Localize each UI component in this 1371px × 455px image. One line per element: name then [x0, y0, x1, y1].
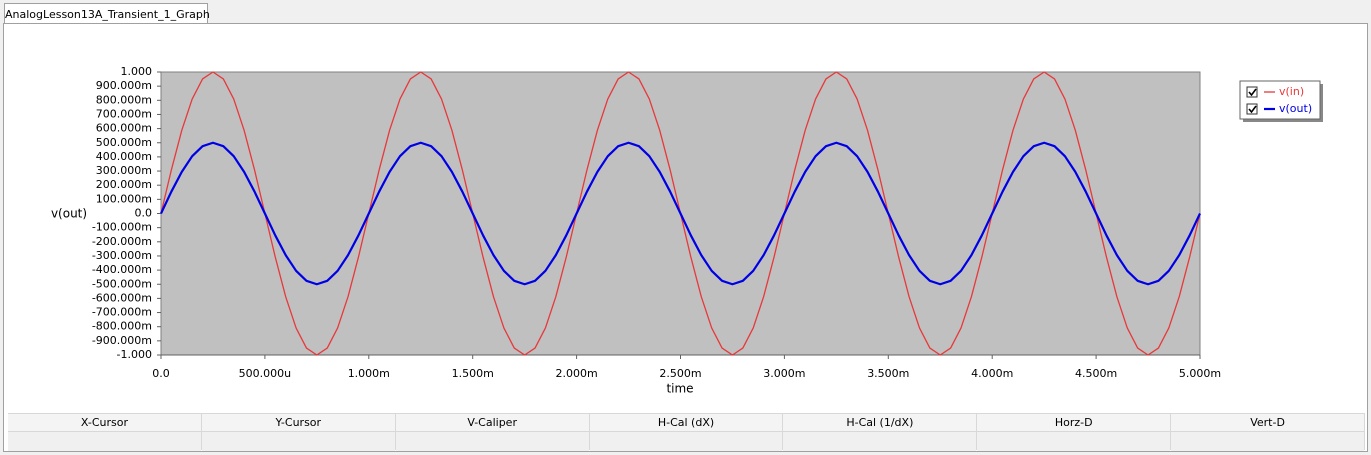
y-tick-label: -700.000m [92, 306, 152, 319]
status-column: Y-Cursor [201, 413, 396, 451]
y-tick-label: -300.000m [92, 249, 152, 262]
column-header[interactable]: Horz-D [977, 413, 1171, 432]
series-line [160, 141, 1201, 286]
status-column: Vert-D [1171, 413, 1366, 451]
y-tick-label: 700.000m [96, 107, 152, 120]
column-cell [395, 432, 589, 451]
column-cell [977, 432, 1171, 451]
x-tick-label: 2.000m [555, 367, 597, 380]
status-column: Horz-D [977, 413, 1172, 451]
y-tick-label: 600.000m [96, 122, 152, 135]
legend-label: v(in) [1279, 85, 1304, 98]
x-tick-label: 5.000m [1179, 367, 1221, 380]
column-cell [589, 432, 783, 451]
y-tick-label: -100.000m [92, 221, 152, 234]
y-tick-label: -200.000m [92, 235, 152, 248]
y-tick-label: -900.000m [92, 334, 152, 347]
column-header[interactable]: H-Cal (dX) [589, 413, 783, 432]
y-axis-label: v(out) [51, 207, 87, 221]
x-tick-label: 0.0 [152, 367, 170, 380]
status-column: H-Cal (1/dX) [783, 413, 978, 451]
legend-checkbox[interactable] [1246, 103, 1258, 115]
y-tick-label: -800.000m [92, 320, 152, 333]
y-tick-label: 100.000m [96, 192, 152, 205]
y-tick-label: -500.000m [92, 277, 152, 290]
x-tick-label: 4.000m [971, 367, 1013, 380]
legend-checkbox[interactable] [1246, 86, 1258, 98]
y-tick-label: 400.000m [96, 150, 152, 163]
column-cell [8, 432, 201, 451]
x-tick-label: 3.000m [763, 367, 805, 380]
x-tick-label: 2.500m [659, 367, 701, 380]
legend-label: v(out) [1279, 102, 1312, 115]
y-tick-label: -1.000 [117, 348, 152, 361]
checkbox-check [1248, 105, 1257, 114]
x-tick-label: 3.500m [867, 367, 909, 380]
checkbox-box [1246, 86, 1258, 98]
y-tick-label: -600.000m [92, 291, 152, 304]
y-tick-label: 300.000m [96, 164, 152, 177]
x-tick-label: 4.500m [1075, 367, 1117, 380]
y-tick-label: 500.000m [96, 136, 152, 149]
column-header[interactable]: X-Cursor [8, 413, 201, 432]
legend: v(in) v(out) [1239, 80, 1323, 122]
y-tick-label: 1.000 [121, 65, 153, 78]
x-axis-label: time [666, 382, 693, 396]
x-tick-label: 1.500m [452, 367, 494, 380]
column-header[interactable]: H-Cal (1/dX) [783, 413, 977, 432]
y-tick-label: 900.000m [96, 79, 152, 92]
y-tick-label: -400.000m [92, 263, 152, 276]
x-tick-label: 1.000m [348, 367, 390, 380]
y-tick-label: 200.000m [96, 178, 152, 191]
y-tick-label: 800.000m [96, 93, 152, 106]
column-cell [1171, 432, 1365, 451]
y-tick-label: 0.0 [135, 207, 153, 220]
column-cell [783, 432, 977, 451]
status-bar: X-Cursor Y-Cursor V-Caliper H-Cal (dX) H-Cal… [8, 413, 1366, 451]
chart: 1.000900.000m800.000m700.000m600.000m500… [51, 65, 1323, 396]
x-tick-label: 500.000u [239, 367, 291, 380]
checkbox-check [1248, 88, 1257, 97]
column-header[interactable]: Y-Cursor [201, 413, 395, 432]
column-header[interactable]: V-Caliper [395, 413, 589, 432]
graph-tab[interactable]: AnalogLesson13A_Transient_1_Graph [4, 3, 210, 24]
column-header[interactable]: Vert-D [1171, 413, 1365, 432]
column-cell [201, 432, 395, 451]
status-column: V-Caliper [395, 413, 590, 451]
status-column: X-Cursor [8, 413, 202, 451]
status-column: H-Cal (dX) [589, 413, 784, 451]
checkbox-box [1246, 103, 1258, 115]
